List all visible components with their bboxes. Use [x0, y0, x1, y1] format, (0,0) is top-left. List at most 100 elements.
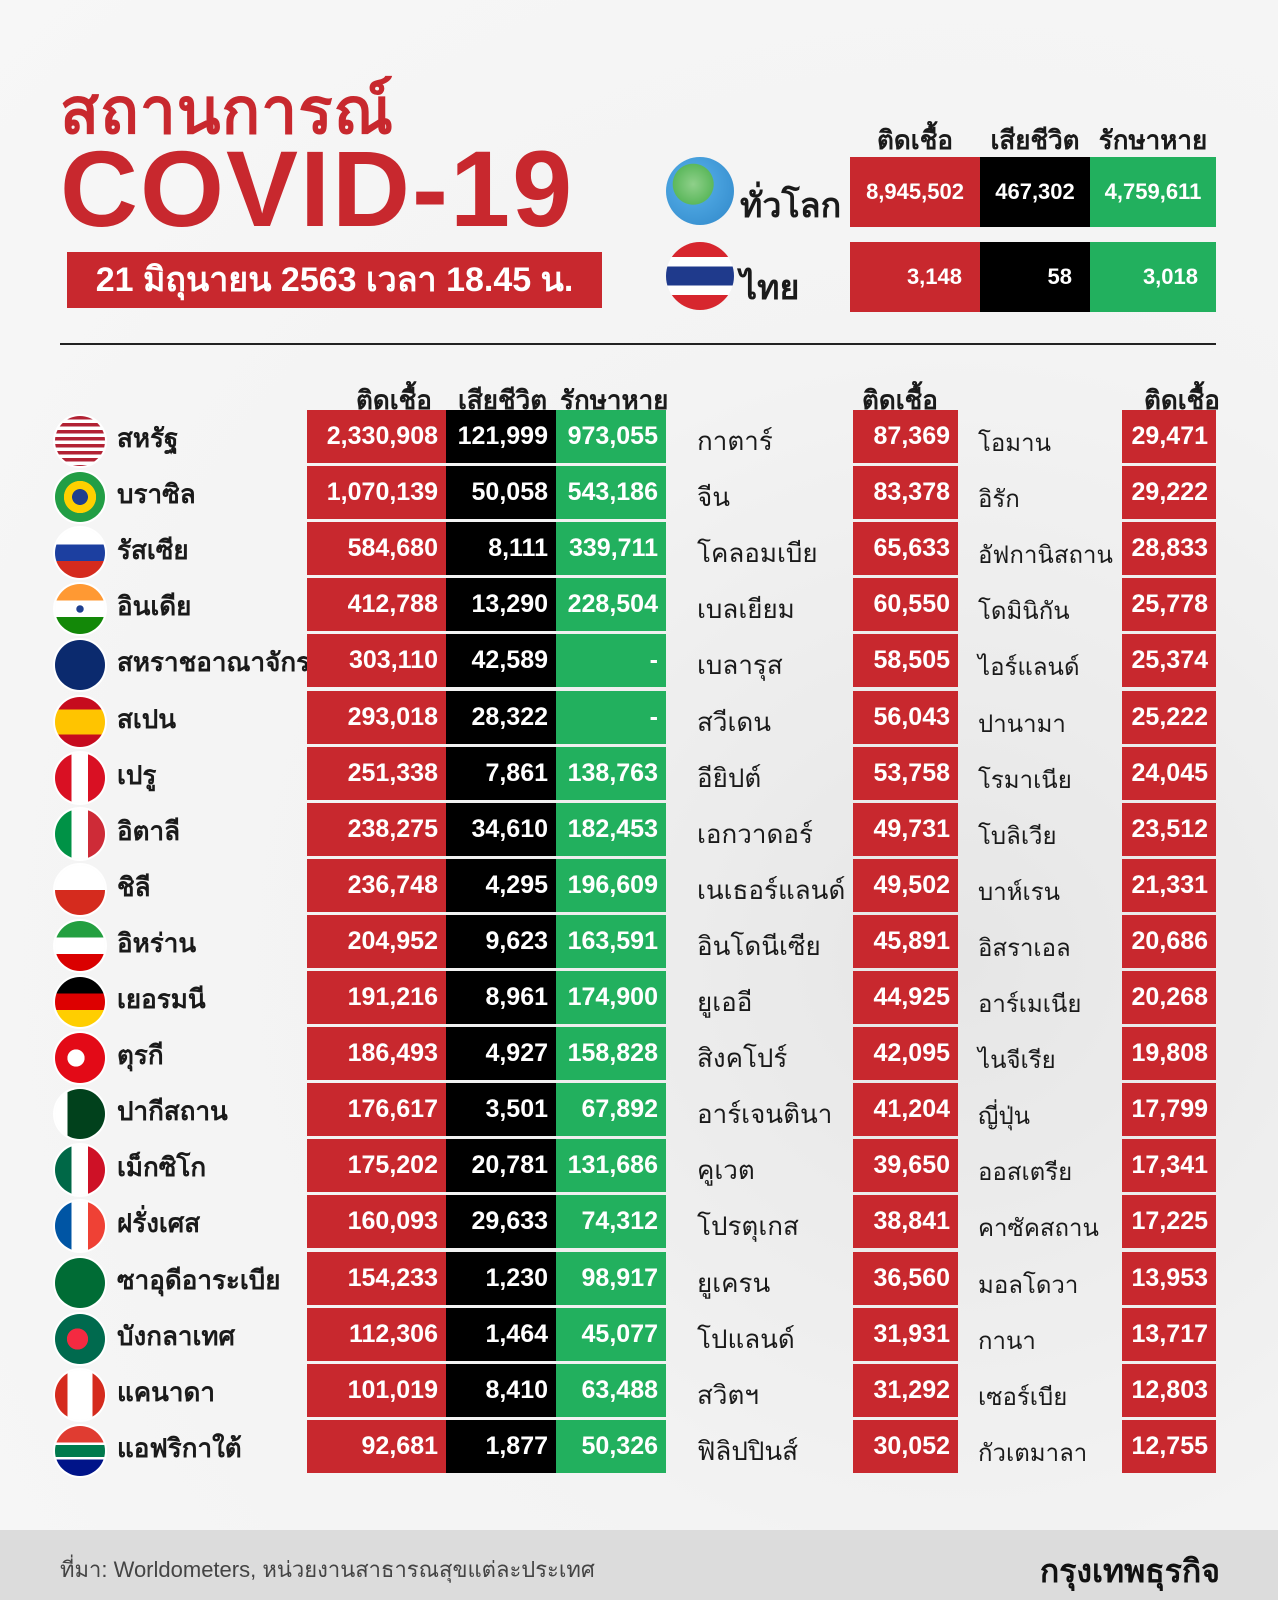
uk-flag-icon: [55, 640, 105, 691]
deaths-cell: 29,633: [446, 1195, 556, 1249]
recovered-cell: 131,686: [556, 1139, 666, 1193]
summary-header-infected: ติดเชื้อ: [877, 125, 953, 155]
table-row: เปรู 251,338 7,861 138,763 อียิปต์ 53,758 โรมา…: [0, 746, 1278, 804]
infected-cell: 204,952: [307, 914, 446, 968]
right-country-name: อัฟกานิสถาน: [978, 542, 1113, 570]
saudi-flag-icon: [55, 1257, 105, 1308]
recovered-cell: 67,892: [556, 1083, 666, 1137]
mid-infected-cell: 58,505: [853, 634, 958, 688]
summary-header-deaths: เสียชีวิต: [990, 125, 1080, 155]
right-infected-cell: 25,778: [1122, 578, 1216, 632]
mid-infected-cell: 39,650: [853, 1139, 958, 1193]
recovered-cell: 158,828: [556, 1027, 666, 1081]
country-name: เม็กซิโก: [117, 1152, 207, 1183]
mid-country-name: เบลารุส: [697, 650, 783, 681]
infected-cell: 238,275: [307, 802, 446, 856]
right-country-name: ไนจีเรีย: [978, 1047, 1056, 1075]
globe-icon: [666, 157, 734, 225]
infected-cell: 175,202: [307, 1139, 446, 1193]
right-country-name: อิรัก: [978, 486, 1020, 514]
table-row: แอฟริกาใต้ 92,681 1,877 50,326 ฟิลิปปินส์ 30,…: [0, 1419, 1278, 1477]
infected-cell: 293,018: [307, 690, 446, 744]
right-infected-cell: 19,808: [1122, 1027, 1216, 1081]
mid-infected-cell: 31,931: [853, 1307, 958, 1361]
deaths-cell: 1,877: [446, 1419, 556, 1473]
table-row: สหราชอาณาจักร 303,110 42,589- เบลารุส 58,505…: [0, 634, 1278, 691]
infected-cell: 101,019: [307, 1363, 446, 1417]
right-country-name: อิสราเอล: [978, 934, 1071, 962]
right-country-name: อาร์เมเนีย: [978, 991, 1082, 1018]
recovered-cell: 339,711: [556, 522, 666, 576]
country-name: ซาอุดีอาระเบีย: [117, 1264, 281, 1295]
mid-country-name: ยูเออี: [697, 987, 753, 1017]
usa-flag-icon: [55, 416, 105, 466]
right-infected-cell: 25,374: [1122, 634, 1216, 688]
deaths-cell: 121,999: [446, 410, 556, 463]
infected-cell: 584,680: [307, 522, 446, 576]
mexico-flag-icon: [55, 1145, 105, 1196]
recovered-cell: 74,312: [556, 1195, 666, 1249]
table-row: ซาอุดีอาระเบีย 154,233 1,230 98,917 ยูเครน 36…: [0, 1251, 1278, 1309]
country-name: รัสเซีย: [117, 535, 189, 566]
thailand-infected: 3,148: [850, 242, 980, 312]
right-infected-cell: 12,803: [1122, 1363, 1216, 1417]
mid-infected-cell: 49,502: [853, 858, 958, 912]
turkey-flag-icon: [55, 1033, 105, 1084]
right-infected-cell: 13,953: [1122, 1251, 1216, 1305]
right-infected-cell: 12,755: [1122, 1419, 1216, 1473]
india-flag-icon: [55, 584, 105, 635]
mid-infected-cell: 49,731: [853, 802, 958, 856]
mid-country-name: โปรตุเกส: [697, 1211, 799, 1242]
table-row: ชิลี 236,748 4,295 196,609 เนเธอร์แลนด์ 49,50…: [0, 858, 1278, 916]
deaths-cell: 1,230: [446, 1251, 556, 1305]
right-country-name: กานา: [978, 1327, 1036, 1355]
infected-cell: 191,216: [307, 971, 446, 1024]
right-infected-cell: 17,341: [1122, 1139, 1216, 1193]
deaths-cell: 8,410: [446, 1363, 556, 1417]
deaths-cell: 8,111: [446, 522, 556, 576]
country-name: อิหร่าน: [117, 927, 197, 958]
recovered-cell: 973,055: [556, 410, 666, 463]
mid-infected-cell: 41,204: [853, 1083, 958, 1137]
country-name: เปรู: [117, 759, 157, 790]
recovered-cell: 50,326: [556, 1419, 666, 1473]
infected-cell: 236,748: [307, 858, 446, 912]
country-name: ตุรกี: [117, 1040, 164, 1071]
mid-infected-cell: 53,758: [853, 746, 958, 800]
infected-cell: 176,617: [307, 1083, 446, 1137]
table-row: อิหร่าน 204,952 9,623 163,591 อินโดนีเซีย 45,…: [0, 914, 1278, 972]
right-country-name: โบลิเวีย: [978, 822, 1057, 850]
mid-country-name: กาตาร์: [697, 426, 773, 456]
spain-flag-icon: [55, 696, 105, 747]
right-country-name: ไอร์แลนด์: [978, 654, 1080, 682]
mid-country-name: อียิปต์: [697, 762, 762, 793]
recovered-cell: 174,900: [556, 971, 666, 1024]
right-infected-cell: 21,331: [1122, 858, 1216, 912]
mid-country-name: จีน: [697, 482, 731, 513]
recovered-cell: 98,917: [556, 1251, 666, 1305]
recovered-cell: 543,186: [556, 466, 666, 520]
recovered-cell: 196,609: [556, 858, 666, 912]
thailand-label: ไทย: [740, 269, 800, 307]
deaths-cell: 50,058: [446, 466, 556, 520]
infected-cell: 2,330,908: [307, 410, 446, 463]
recovered-cell: -: [556, 634, 666, 688]
deaths-cell: 1,464: [446, 1307, 556, 1361]
date-banner: 21 มิถุนายน 2563 เวลา 18.45 น.: [67, 252, 602, 308]
country-name: ชิลี: [117, 871, 151, 902]
country-name: แคนาดา: [117, 1376, 216, 1407]
mid-country-name: เบลเยียม: [697, 594, 795, 625]
brazil-flag-icon: [55, 472, 105, 523]
right-infected-cell: 20,268: [1122, 971, 1216, 1024]
mid-country-name: เนเธอร์แลนด์: [697, 874, 846, 905]
table-row: แคนาดา 101,019 8,410 63,488 สวิตฯ 31,292 เซอร์…: [0, 1363, 1278, 1421]
country-name: สหราชอาณาจักร: [117, 647, 311, 678]
peru-flag-icon: [55, 752, 105, 803]
summary-header-recovered: รักษาหาย: [1098, 125, 1208, 155]
chile-flag-icon: [55, 864, 105, 915]
table-row: สหรัฐ 2,330,908 121,999 973,055 กาตาร์ 87,369…: [0, 410, 1278, 467]
mid-infected-cell: 87,369: [853, 410, 958, 463]
table-row: เยอรมนี 191,216 8,961 174,900 ยูเออี 44,925 อา…: [0, 971, 1278, 1028]
canada-flag-icon: [55, 1369, 105, 1420]
country-name: อินเดีย: [117, 591, 192, 622]
